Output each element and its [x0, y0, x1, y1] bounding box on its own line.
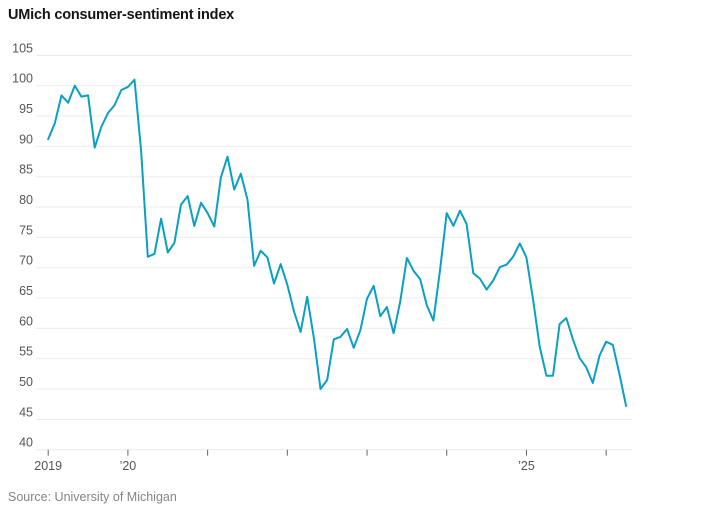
y-axis-label: 85 — [19, 163, 33, 177]
x-axis-labels: 2019 ’20 ’25 — [34, 459, 535, 473]
y-axis-label: 90 — [19, 132, 33, 146]
x-axis-label: ’25 — [518, 459, 535, 473]
y-axis-label: 40 — [19, 436, 33, 450]
y-axis-label: 65 — [19, 284, 33, 298]
y-axis-label: 95 — [19, 102, 33, 116]
x-axis — [47, 449, 607, 456]
y-axis-label: 50 — [19, 375, 33, 389]
y-axis-labels: 40 45 50 55 60 65 70 75 80 85 90 95 100 105 — [12, 41, 33, 449]
y-axis-label: 45 — [19, 405, 33, 419]
sentiment-line-chart: 40 45 50 55 60 65 70 75 80 85 90 95 100 105 2019 ’20 ’25 — [12, 41, 632, 473]
sentiment-line — [47, 78, 628, 407]
y-axis-label: 75 — [19, 223, 33, 237]
y-axis-label: 100 — [12, 72, 33, 86]
x-axis-label: ’20 — [120, 459, 137, 473]
y-axis-label: 105 — [12, 41, 33, 55]
y-axis-label: 80 — [19, 193, 33, 207]
x-axis-label: 2019 — [34, 459, 62, 473]
y-axis-label: 70 — [19, 254, 33, 268]
gridlines — [36, 54, 632, 451]
y-axis-label: 55 — [19, 345, 33, 359]
chart-title: UMich consumer-sentiment index — [8, 7, 235, 23]
y-axis-label: 60 — [19, 314, 33, 328]
source-note: Source: University of Michigan — [8, 490, 177, 504]
